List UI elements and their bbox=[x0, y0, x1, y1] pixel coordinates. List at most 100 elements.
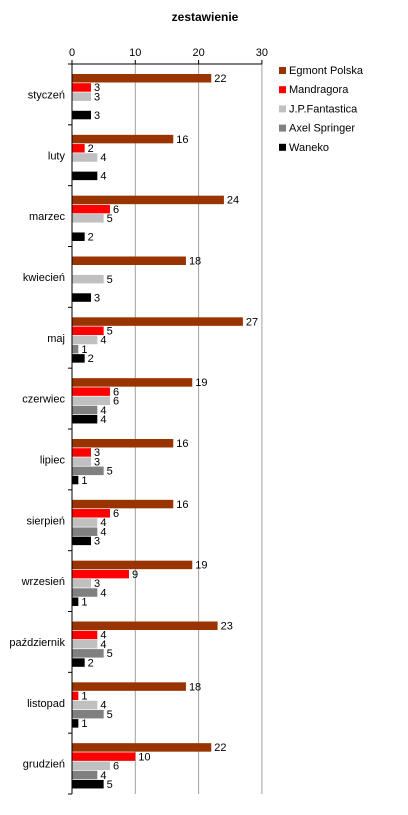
data-label: 3 bbox=[94, 110, 100, 122]
bar bbox=[72, 779, 104, 789]
bar bbox=[72, 378, 193, 387]
data-label: 4 bbox=[100, 700, 106, 712]
bar bbox=[72, 649, 104, 658]
data-label: 4 bbox=[100, 414, 106, 426]
bar bbox=[72, 527, 98, 536]
data-label: 24 bbox=[227, 195, 239, 207]
category-label: październik bbox=[9, 637, 65, 649]
bar bbox=[72, 317, 243, 326]
bar bbox=[72, 691, 79, 701]
data-label: 6 bbox=[113, 396, 119, 408]
bar bbox=[72, 134, 174, 144]
legend: Egmont Polska Mandragora J.P.Fantastica Axe… bbox=[279, 65, 364, 154]
data-label: 4 bbox=[100, 171, 106, 183]
data-label: 2 bbox=[88, 231, 94, 243]
category-label: luty bbox=[48, 150, 66, 162]
bar bbox=[72, 597, 79, 606]
data-label: 23 bbox=[221, 621, 233, 633]
bar bbox=[72, 560, 193, 570]
data-label: 6 bbox=[113, 204, 119, 216]
data-label: 18 bbox=[189, 256, 201, 268]
legend-swatch bbox=[279, 67, 286, 74]
bar bbox=[72, 700, 98, 710]
category-label: wrzesień bbox=[21, 576, 65, 588]
bar bbox=[72, 439, 174, 448]
bar bbox=[72, 354, 85, 363]
bar bbox=[72, 74, 212, 83]
category-label: czerwiec bbox=[22, 394, 65, 406]
bar bbox=[72, 153, 98, 162]
data-label: 5 bbox=[107, 709, 113, 721]
bar bbox=[72, 335, 98, 345]
chart-title: zestawienie bbox=[172, 10, 239, 24]
data-label: 1 bbox=[81, 596, 87, 608]
data-label: 6 bbox=[113, 386, 119, 398]
data-label: 1 bbox=[81, 344, 87, 356]
x-tick-label: 10 bbox=[129, 47, 141, 59]
bar bbox=[72, 475, 79, 485]
data-label: 19 bbox=[195, 377, 207, 389]
data-label: 5 bbox=[107, 648, 113, 660]
data-label: 16 bbox=[176, 499, 188, 511]
x-tick-label: 0 bbox=[69, 47, 75, 59]
data-label: 22 bbox=[214, 73, 226, 85]
data-label: 1 bbox=[81, 691, 87, 703]
bar bbox=[72, 204, 110, 214]
category-label: marzec bbox=[29, 211, 66, 223]
data-label: 4 bbox=[100, 770, 106, 782]
bar bbox=[72, 83, 91, 92]
bar bbox=[72, 110, 91, 120]
legend-swatch bbox=[279, 105, 286, 113]
bar bbox=[72, 457, 91, 466]
bar bbox=[72, 214, 104, 223]
legend-label: Egmont Polska bbox=[289, 65, 364, 77]
bar bbox=[72, 396, 110, 406]
bar bbox=[72, 621, 218, 630]
bar bbox=[72, 414, 98, 424]
category-label: kwiecień bbox=[23, 272, 65, 284]
data-label: 27 bbox=[246, 316, 258, 328]
data-label: 19 bbox=[195, 560, 207, 572]
bar bbox=[72, 770, 98, 780]
data-label: 10 bbox=[138, 751, 150, 763]
x-tick-label: 30 bbox=[256, 47, 268, 59]
bar bbox=[72, 752, 136, 761]
bar bbox=[72, 387, 110, 396]
category-label: lipiec bbox=[40, 454, 66, 466]
data-label: 4 bbox=[100, 526, 106, 538]
bar bbox=[72, 719, 79, 728]
bar bbox=[72, 682, 186, 691]
data-label: 18 bbox=[189, 681, 201, 693]
category-label: maj bbox=[47, 333, 65, 345]
bar bbox=[72, 405, 98, 415]
bar bbox=[72, 256, 186, 265]
data-label: 1 bbox=[81, 475, 87, 487]
bar bbox=[72, 448, 91, 457]
legend-swatch bbox=[279, 124, 286, 132]
data-label: 3 bbox=[94, 578, 100, 590]
gridlines bbox=[134, 64, 263, 794]
data-label: 4 bbox=[100, 152, 106, 164]
bar bbox=[72, 466, 104, 476]
bar bbox=[72, 195, 224, 205]
data-label: 1 bbox=[81, 718, 87, 730]
data-label: 16 bbox=[176, 134, 188, 146]
bar bbox=[72, 293, 91, 302]
bar bbox=[72, 344, 79, 354]
data-label: 3 bbox=[94, 447, 100, 459]
bar bbox=[72, 658, 85, 667]
data-label: 5 bbox=[107, 466, 113, 478]
bar bbox=[72, 509, 110, 518]
bar bbox=[72, 144, 85, 153]
data-label: 5 bbox=[107, 779, 113, 791]
bar bbox=[72, 171, 98, 181]
y-axis: styczeń luty marzec kwiecień maj czerwiec lipi… bbox=[9, 63, 73, 795]
data-label: 4 bbox=[100, 639, 106, 651]
bar bbox=[72, 569, 129, 579]
bar bbox=[72, 761, 110, 771]
category-label: listopad bbox=[27, 698, 65, 710]
data-label: 4 bbox=[100, 587, 106, 599]
bar bbox=[72, 92, 91, 101]
data-label: 22 bbox=[214, 742, 226, 754]
bar bbox=[72, 274, 104, 284]
